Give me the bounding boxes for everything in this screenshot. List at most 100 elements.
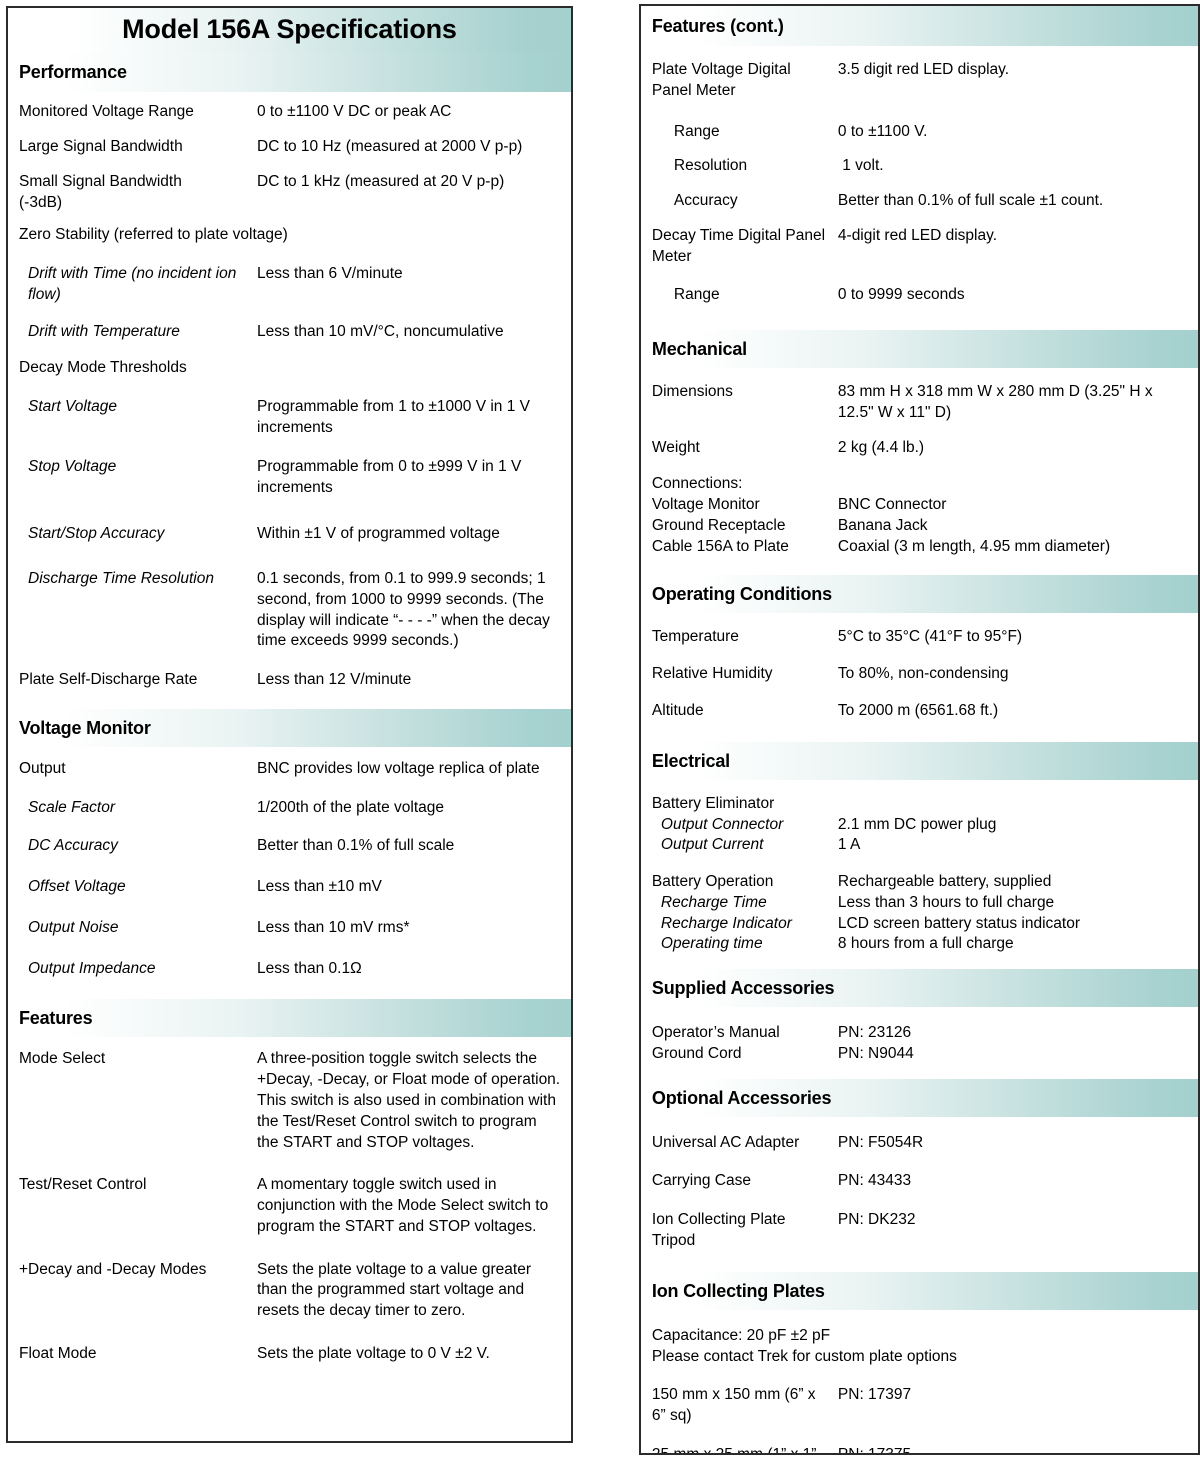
row-label: Resolution <box>673 157 748 175</box>
table-row: Temperature 5°C to 35°C (41°F to 95°F) <box>652 627 1188 648</box>
row-label: DC Accuracy <box>28 837 118 855</box>
page-title: Model 156A Specifications <box>122 14 457 44</box>
row-label: Large Signal Bandwidth <box>19 138 183 156</box>
table-row: Output Noise Less than 10 mV rms* <box>19 918 561 939</box>
row-value: Rechargeable battery, supplied <box>837 873 1052 891</box>
row-label: Monitored Voltage Range <box>19 103 194 121</box>
row-value: Programmable from 0 to ±999 V in 1 V inc… <box>257 457 522 496</box>
table-row: Discharge Time Resolution 0.1 seconds, f… <box>19 569 561 652</box>
row-label: Small Signal Bandwidth (-3dB) <box>19 172 182 211</box>
row-label: Dimensions <box>651 383 733 401</box>
row-value: DC to 1 kHz (measured at 20 V p-p) <box>257 172 505 190</box>
table-row: Decay Time Digital Panel Meter 4-digit r… <box>652 226 1188 268</box>
row-value: PN: 17397 <box>837 1386 912 1404</box>
row-label: Drift with Temperature <box>28 322 180 340</box>
row-label: Plate Self-Discharge Rate <box>19 671 198 689</box>
row-label: 25 mm x 25 mm (1” x 1” sq) <box>651 1445 817 1455</box>
section-rows-features: Mode Select A three-position toggle swit… <box>8 1037 571 1364</box>
table-row: Ground Receptacle Banana Jack <box>652 516 1188 537</box>
table-row: Start/Stop Accuracy Within ±1 V of progr… <box>19 524 561 545</box>
table-row: Output BNC provides low voltage replica … <box>19 759 561 780</box>
row-label: Relative Humidity <box>651 665 773 683</box>
row-label: Universal AC Adapter <box>651 1133 800 1151</box>
table-row: Plate Self-Discharge Rate Less than 12 V… <box>19 670 561 691</box>
row-value: Less than 12 V/minute <box>257 671 412 689</box>
section-header-supplied-accessories: Supplied Accessories <box>640 969 1198 1008</box>
table-row: Battery Operation Rechargeable battery, … <box>652 872 1188 893</box>
row-label: Accuracy <box>673 192 738 210</box>
row-label: Voltage Monitor <box>651 496 760 514</box>
table-row: Recharge Indicator LCD screen battery st… <box>652 914 1188 935</box>
table-row: Operating time 8 hours from a full charg… <box>652 934 1188 955</box>
row-value: PN: 43433 <box>837 1172 912 1190</box>
section-rows-voltage-monitor: Output BNC provides low voltage replica … <box>8 747 571 1000</box>
section-rows-operating-conditions: Temperature 5°C to 35°C (41°F to 95°F) R… <box>641 613 1198 741</box>
row-value: PN: DK232 <box>837 1211 916 1229</box>
section-header-features-cont: Features (cont.) <box>640 6 1198 46</box>
table-row: Float Mode Sets the plate voltage to 0 V… <box>19 1344 561 1365</box>
row-label: Weight <box>651 438 700 456</box>
row-label: Offset Voltage <box>28 878 126 896</box>
section-header-mechanical: Mechanical <box>640 330 1198 369</box>
row-value: PN: 23126 <box>837 1024 912 1042</box>
left-spec-panel: Model 156A Specifications Performance Mo… <box>6 6 573 1443</box>
row-value: DC to 10 Hz (measured at 2000 V p-p) <box>257 138 523 156</box>
table-row: Recharge Time Less than 3 hours to full … <box>652 893 1188 914</box>
row-label: Altitude <box>651 702 704 720</box>
section-header-performance: Performance <box>8 52 571 93</box>
row-value: A momentary toggle switch used in conjun… <box>257 1176 549 1235</box>
row-label: Battery Operation <box>651 873 774 891</box>
table-row: Carrying Case PN: 43433 <box>652 1171 1188 1192</box>
table-row: Universal AC Adapter PN: F5054R <box>652 1133 1188 1154</box>
row-value: A three-position toggle switch selects t… <box>257 1050 561 1151</box>
row-value: Less than 3 hours to full charge <box>837 893 1055 911</box>
table-row: Plate Voltage Digital Panel Meter 3.5 di… <box>652 60 1188 102</box>
row-value: PN: F5054R <box>837 1133 924 1151</box>
row-value: Banana Jack <box>837 516 928 534</box>
row-value: PN: N9044 <box>837 1044 914 1062</box>
row-label: Output Impedance <box>28 959 156 977</box>
row-value: Sets the plate voltage to 0 V ±2 V. <box>257 1344 490 1362</box>
row-label: Discharge Time Resolution <box>28 570 214 588</box>
row-label: Ground Receptacle <box>651 516 786 534</box>
row-label: Test/Reset Control <box>19 1176 147 1194</box>
row-value: Better than 0.1% of full scale ±1 count. <box>837 192 1104 210</box>
table-row: 150 mm x 150 mm (6” x 6” sq) PN: 17397 <box>652 1385 1188 1427</box>
row-value: 2.1 mm DC power plug <box>837 815 997 833</box>
title-banner: Model 156A Specifications <box>8 8 571 53</box>
row-value: 4-digit red LED display. <box>837 226 998 244</box>
table-row: Ion Collecting Plate Tripod PN: DK232 <box>652 1210 1188 1252</box>
table-row: Accuracy Better than 0.1% of full scale … <box>652 191 1188 212</box>
table-row: Dimensions 83 mm H x 318 mm W x 280 mm D… <box>652 382 1188 424</box>
row-value: To 80%, non-condensing <box>837 665 1009 683</box>
row-label: Output Noise <box>28 918 119 936</box>
row-value: 1/200th of the plate voltage <box>257 798 445 816</box>
row-label: Start/Stop Accuracy <box>28 525 165 543</box>
row-value: LCD screen battery status indicator <box>837 914 1080 932</box>
row-label: Output Current <box>660 836 764 854</box>
table-row: Test/Reset Control A momentary toggle sw… <box>19 1175 561 1237</box>
table-row: Range 0 to 9999 seconds <box>652 285 1188 306</box>
row-fulltext: Battery Eliminator <box>651 794 775 812</box>
row-label: Operator’s Manual <box>651 1024 780 1042</box>
row-label: Recharge Time <box>660 893 767 911</box>
table-row: Weight 2 kg (4.4 lb.) <box>652 438 1188 459</box>
row-fulltext: Decay Mode Thresholds <box>19 359 187 377</box>
section-rows-features-cont: Plate Voltage Digital Panel Meter 3.5 di… <box>641 46 1198 330</box>
table-row: 25 mm x 25 mm (1” x 1” sq) PN: 17375 <box>651 1445 1188 1455</box>
row-label: Decay Time Digital Panel Meter <box>651 226 826 265</box>
row-label: Start Voltage <box>28 398 118 416</box>
section-rows-electrical: Battery Eliminator Output Connector 2.1 … <box>641 780 1198 969</box>
section-rows-ion-collecting-plates: Capacitance: 20 pF ±2 pF Please contact … <box>641 1310 1198 1455</box>
table-row: Output Connector 2.1 mm DC power plug <box>652 815 1188 836</box>
section-rows-performance: Monitored Voltage Range 0 to ±1100 V DC … <box>8 92 571 709</box>
row-value: BNC provides low voltage replica of plat… <box>257 759 540 777</box>
row-value: Less than 0.1Ω <box>257 959 362 977</box>
row-value: 8 hours from a full charge <box>837 935 1014 953</box>
table-row: Offset Voltage Less than ±10 mV <box>19 877 561 898</box>
row-label: Float Mode <box>19 1344 97 1362</box>
row-value: 1 A <box>837 836 861 854</box>
table-row: Small Signal Bandwidth (-3dB) DC to 1 kH… <box>19 172 561 214</box>
row-fulltext: Please contact Trek for custom plate opt… <box>651 1347 957 1365</box>
right-spec-panel: Features (cont.) Plate Voltage Digital P… <box>638 4 1200 1455</box>
